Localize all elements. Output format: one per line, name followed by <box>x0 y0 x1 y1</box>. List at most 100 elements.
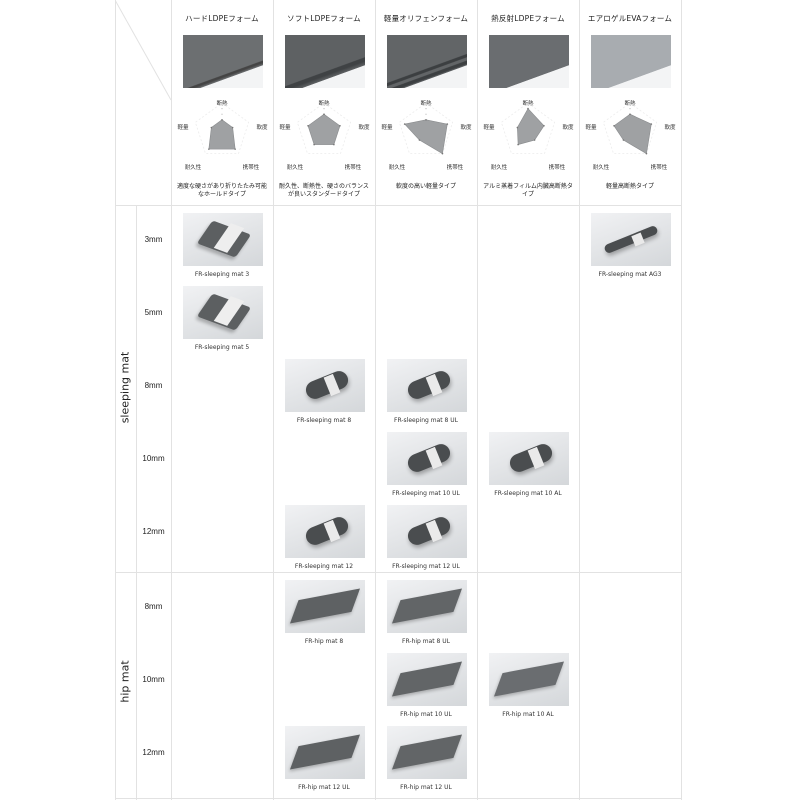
product-image-roll[interactable] <box>387 432 467 485</box>
radar-tick <box>425 113 427 115</box>
radar-point-2 <box>441 152 444 155</box>
product-name[interactable]: FR-hip mat 8 <box>304 638 344 645</box>
radar-point-3 <box>418 139 421 141</box>
material-swatch-image <box>285 35 365 88</box>
product-image-roll[interactable] <box>285 505 365 558</box>
material-title: エアロゲルEVAフォーム <box>587 14 673 23</box>
product-name[interactable]: FR-sleeping mat AG3 <box>598 271 662 278</box>
grid-line-vertical <box>171 0 172 800</box>
radar-axis-label: 断熱 <box>522 99 534 107</box>
material-title: ハードLDPEフォーム <box>185 14 259 23</box>
material-title: 軽量オリフェンフォーム <box>383 14 469 23</box>
radar-axis-label: 軽量 <box>483 123 495 131</box>
radar-axis-label: 断熱 <box>318 99 330 107</box>
grid-line-vertical <box>681 0 682 800</box>
radar-point-4 <box>210 126 213 129</box>
material-swatch-image <box>387 35 467 88</box>
product-card[interactable]: FR-hip mat 10 UL <box>375 653 477 721</box>
product-card[interactable]: FR-hip mat 8 <box>273 580 375 648</box>
radar-point-1 <box>446 123 449 125</box>
product-card[interactable]: FR-sleeping mat 10 UL <box>375 432 477 500</box>
product-image-flat[interactable] <box>285 726 365 779</box>
flat-mat-shape <box>289 734 361 770</box>
product-card[interactable]: FR-sleeping mat 12 UL <box>375 505 477 573</box>
product-image-flat[interactable] <box>285 580 365 633</box>
radar-point-3 <box>517 143 519 146</box>
radar-point-1 <box>231 126 234 129</box>
product-card[interactable]: FR-hip mat 8 UL <box>375 580 477 648</box>
radar-axis-label: 軟度 <box>664 123 676 131</box>
size-label: 8mm <box>144 381 163 390</box>
product-image-flat[interactable] <box>387 580 467 633</box>
product-name[interactable]: FR-sleeping mat 12 UL <box>392 563 460 570</box>
material-title: 熱反射LDPEフォーム <box>491 14 565 23</box>
product-card[interactable]: FR-hip mat 12 UL <box>375 726 477 794</box>
material-description: 適度な硬さがあり折りたたみ可能なホールドタイプ <box>176 183 267 198</box>
product-name[interactable]: FR-hip mat 10 UL <box>400 711 452 718</box>
product-card[interactable]: FR-sleeping mat 5 <box>171 286 273 354</box>
radar-series-area <box>307 113 341 145</box>
radar-point-4 <box>613 125 615 127</box>
size-label: 12mm <box>142 527 165 536</box>
radar-axis-label: 耐久性 <box>491 163 508 171</box>
product-name[interactable]: FR-hip mat 8 UL <box>402 638 450 645</box>
product-name[interactable]: FR-hip mat 12 UL <box>400 784 452 791</box>
product-image-folded[interactable] <box>183 213 263 266</box>
radar-point-3 <box>313 143 315 146</box>
product-name[interactable]: FR-sleeping mat 8 <box>296 417 352 424</box>
radar-tick <box>629 108 631 110</box>
radar-point-3 <box>208 148 210 150</box>
product-image-roll[interactable] <box>489 432 569 485</box>
size-label: 10mm <box>142 675 165 684</box>
radar-axis-label: 耐久性 <box>287 163 304 171</box>
product-card[interactable]: FR-sleeping mat 12 <box>273 505 375 573</box>
product-card[interactable]: FR-sleeping mat 10 AL <box>477 432 579 500</box>
radar-axis-label: 耐久性 <box>389 163 406 171</box>
size-label: 12mm <box>142 748 165 757</box>
product-card[interactable]: FR-sleeping mat AG3 <box>579 213 681 281</box>
product-image-flat[interactable] <box>387 726 467 779</box>
product-name[interactable]: FR-sleeping mat 10 UL <box>392 490 460 497</box>
product-card[interactable]: FR-sleeping mat 3 <box>171 213 273 281</box>
product-card[interactable]: FR-hip mat 10 AL <box>477 653 579 721</box>
product-card[interactable]: FR-sleeping mat 8 <box>273 359 375 427</box>
product-image-roll[interactable] <box>387 359 467 412</box>
product-name[interactable]: FR-hip mat 10 AL <box>502 711 554 718</box>
product-name[interactable]: FR-sleeping mat 12 <box>294 563 354 570</box>
product-name[interactable]: FR-sleeping mat 3 <box>194 271 250 278</box>
radar-axis-label: 軽量 <box>177 123 189 131</box>
radar-axis-label: 軟度 <box>562 123 574 131</box>
product-card[interactable]: FR-hip mat 12 UL <box>273 726 375 794</box>
grid-line-vertical <box>375 0 376 800</box>
radar-grid <box>398 102 454 155</box>
product-name[interactable]: FR-sleeping mat 5 <box>194 344 250 351</box>
radar-grid <box>194 102 250 155</box>
radar-axis-label: 軽量 <box>381 123 393 131</box>
radar-point-0 <box>221 119 223 121</box>
product-image-folded[interactable] <box>183 286 263 339</box>
size-label: 8mm <box>144 602 163 611</box>
product-image-flat[interactable] <box>489 653 569 706</box>
category-label: hip mat <box>118 659 132 703</box>
product-card[interactable]: FR-sleeping mat 8 UL <box>375 359 477 427</box>
radar-axis-label: 携帯性 <box>345 163 362 171</box>
radar-axis-label: 携帯性 <box>447 163 464 171</box>
material-swatch-image <box>183 35 263 88</box>
radar-grid <box>602 102 658 155</box>
product-name[interactable]: FR-hip mat 12 UL <box>298 784 350 791</box>
product-image-thin-roll[interactable] <box>591 213 671 266</box>
product-name[interactable]: FR-sleeping mat 10 AL <box>494 490 562 497</box>
radar-point-2 <box>234 148 236 150</box>
radar-grid <box>296 102 352 155</box>
radar-axis-label: 耐久性 <box>185 163 202 171</box>
product-image-roll[interactable] <box>285 359 365 412</box>
flat-mat-shape <box>391 734 463 770</box>
product-name[interactable]: FR-sleeping mat 8 UL <box>394 417 458 424</box>
product-image-roll[interactable] <box>387 505 467 558</box>
radar-tick <box>425 108 427 110</box>
radar-point-2 <box>533 139 536 141</box>
product-image-flat[interactable] <box>387 653 467 706</box>
